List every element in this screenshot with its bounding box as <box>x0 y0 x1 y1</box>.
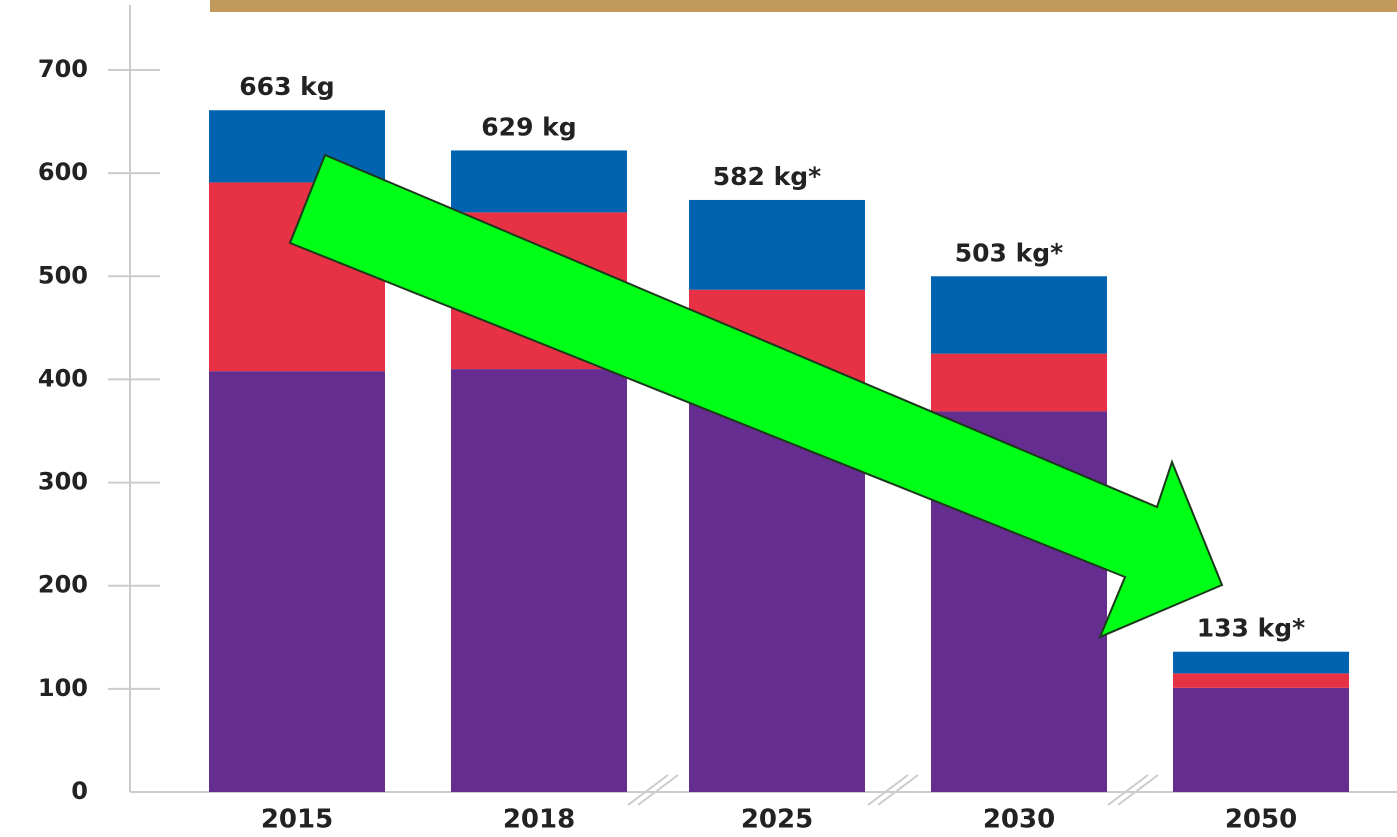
bar-segment <box>209 371 385 792</box>
bar-segment <box>931 353 1107 412</box>
break <box>627 774 669 806</box>
bar-segment <box>451 369 627 792</box>
bar-segment <box>1173 687 1349 792</box>
bar-segment <box>1173 673 1349 688</box>
bar-segment <box>451 150 627 213</box>
x-tick-label: 2050 <box>1225 805 1297 835</box>
break <box>1117 774 1159 806</box>
y-tick-label: 600 <box>38 158 88 186</box>
bar-segment <box>689 199 865 290</box>
x-tick-label: 2018 <box>503 805 575 835</box>
break <box>637 774 679 806</box>
trend-arrow <box>288 153 1224 639</box>
y-tick-label: 500 <box>38 261 88 289</box>
bar-segment <box>931 276 1107 354</box>
x-tick-label: 2015 <box>261 805 333 835</box>
title-band <box>210 0 1397 12</box>
y-tick-label: 100 <box>38 674 88 702</box>
y-tick-label: 200 <box>38 571 88 599</box>
y-tick-label: 300 <box>38 468 88 496</box>
break <box>1107 774 1149 806</box>
total-label: 503 kg* <box>955 238 1063 267</box>
break <box>867 774 909 806</box>
y-tick-label: 700 <box>38 55 88 83</box>
y-tick-label: 400 <box>38 364 88 392</box>
x-tick-label: 2030 <box>983 805 1055 835</box>
x-tick-label: 2025 <box>741 805 813 835</box>
total-label: 629 kg <box>481 112 576 141</box>
break <box>877 774 919 806</box>
axis-breaks <box>627 774 1159 806</box>
bar-segment <box>1173 651 1349 674</box>
y-tick-label: 0 <box>71 777 88 805</box>
total-label: 133 kg* <box>1197 614 1305 643</box>
total-label: 663 kg <box>239 72 334 101</box>
total-label: 582 kg* <box>713 162 821 191</box>
bars <box>209 110 1349 792</box>
